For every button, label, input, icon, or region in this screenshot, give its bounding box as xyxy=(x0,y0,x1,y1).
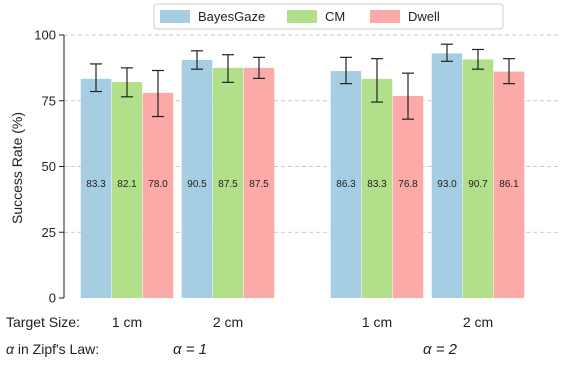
legend-label: BayesGaze xyxy=(198,9,265,24)
target-size-row-title: Target Size: xyxy=(6,314,80,330)
bar xyxy=(80,78,112,299)
data-label: 78.0 xyxy=(148,179,168,190)
bar xyxy=(431,53,463,298)
bar xyxy=(361,78,393,299)
bar xyxy=(392,96,424,299)
alpha-row-rest: in Zipf's Law: xyxy=(14,341,99,357)
y-tick-label: 0 xyxy=(49,291,56,306)
y-axis-title: Success Rate (%) xyxy=(9,112,25,224)
data-label: 83.3 xyxy=(367,179,387,190)
bars: 83.3 90.5 86.3 93.0 82.1 87.5 83.3 90.7 78.0 87.5… xyxy=(80,43,525,299)
y-tick-label: 50 xyxy=(42,159,56,174)
y-tick-label: 100 xyxy=(34,28,56,43)
legend-frame xyxy=(153,3,504,30)
bar xyxy=(243,67,275,298)
alpha-glyph: α xyxy=(6,341,15,357)
bar xyxy=(142,92,174,298)
legend: BayesGaze CM Dwell xyxy=(153,3,504,30)
data-label: 93.0 xyxy=(437,179,457,190)
alpha-label: α = 1 xyxy=(173,341,207,358)
legend-swatch xyxy=(370,10,400,23)
data-label: 86.3 xyxy=(336,179,356,190)
target-size-label: 1 cm xyxy=(362,314,392,330)
target-size-label: 1 cm xyxy=(112,314,142,330)
data-label: 87.5 xyxy=(249,179,269,190)
data-label: 76.8 xyxy=(398,179,418,190)
legend-swatch xyxy=(287,10,317,23)
data-label: 90.7 xyxy=(468,179,488,190)
data-label: 82.1 xyxy=(117,179,137,190)
grid xyxy=(64,34,558,233)
y-axis: 0 25 50 75 100 xyxy=(34,28,65,306)
data-label: 87.5 xyxy=(218,179,238,190)
alpha-label: α = 2 xyxy=(423,341,458,358)
bar xyxy=(212,67,244,298)
y-tick-label: 75 xyxy=(42,93,56,108)
data-label: 90.5 xyxy=(187,179,207,190)
target-size-label: 2 cm xyxy=(463,314,493,330)
bar xyxy=(493,71,525,298)
data-label: 86.1 xyxy=(499,179,519,190)
labels: Success Rate (%) Target Size: 1 cm 2 cm 1 … xyxy=(6,112,493,358)
alpha-row-title: α in Zipf's Law: xyxy=(6,341,99,357)
bar xyxy=(111,82,143,299)
bar xyxy=(330,71,362,298)
y-tick-label: 25 xyxy=(42,225,56,240)
legend-swatch xyxy=(160,10,190,23)
target-size-label: 2 cm xyxy=(213,314,243,330)
data-label: 83.3 xyxy=(86,179,106,190)
legend-label: CM xyxy=(325,9,345,24)
legend-label: Dwell xyxy=(408,9,440,24)
bar xyxy=(462,59,494,298)
bar xyxy=(181,59,213,298)
